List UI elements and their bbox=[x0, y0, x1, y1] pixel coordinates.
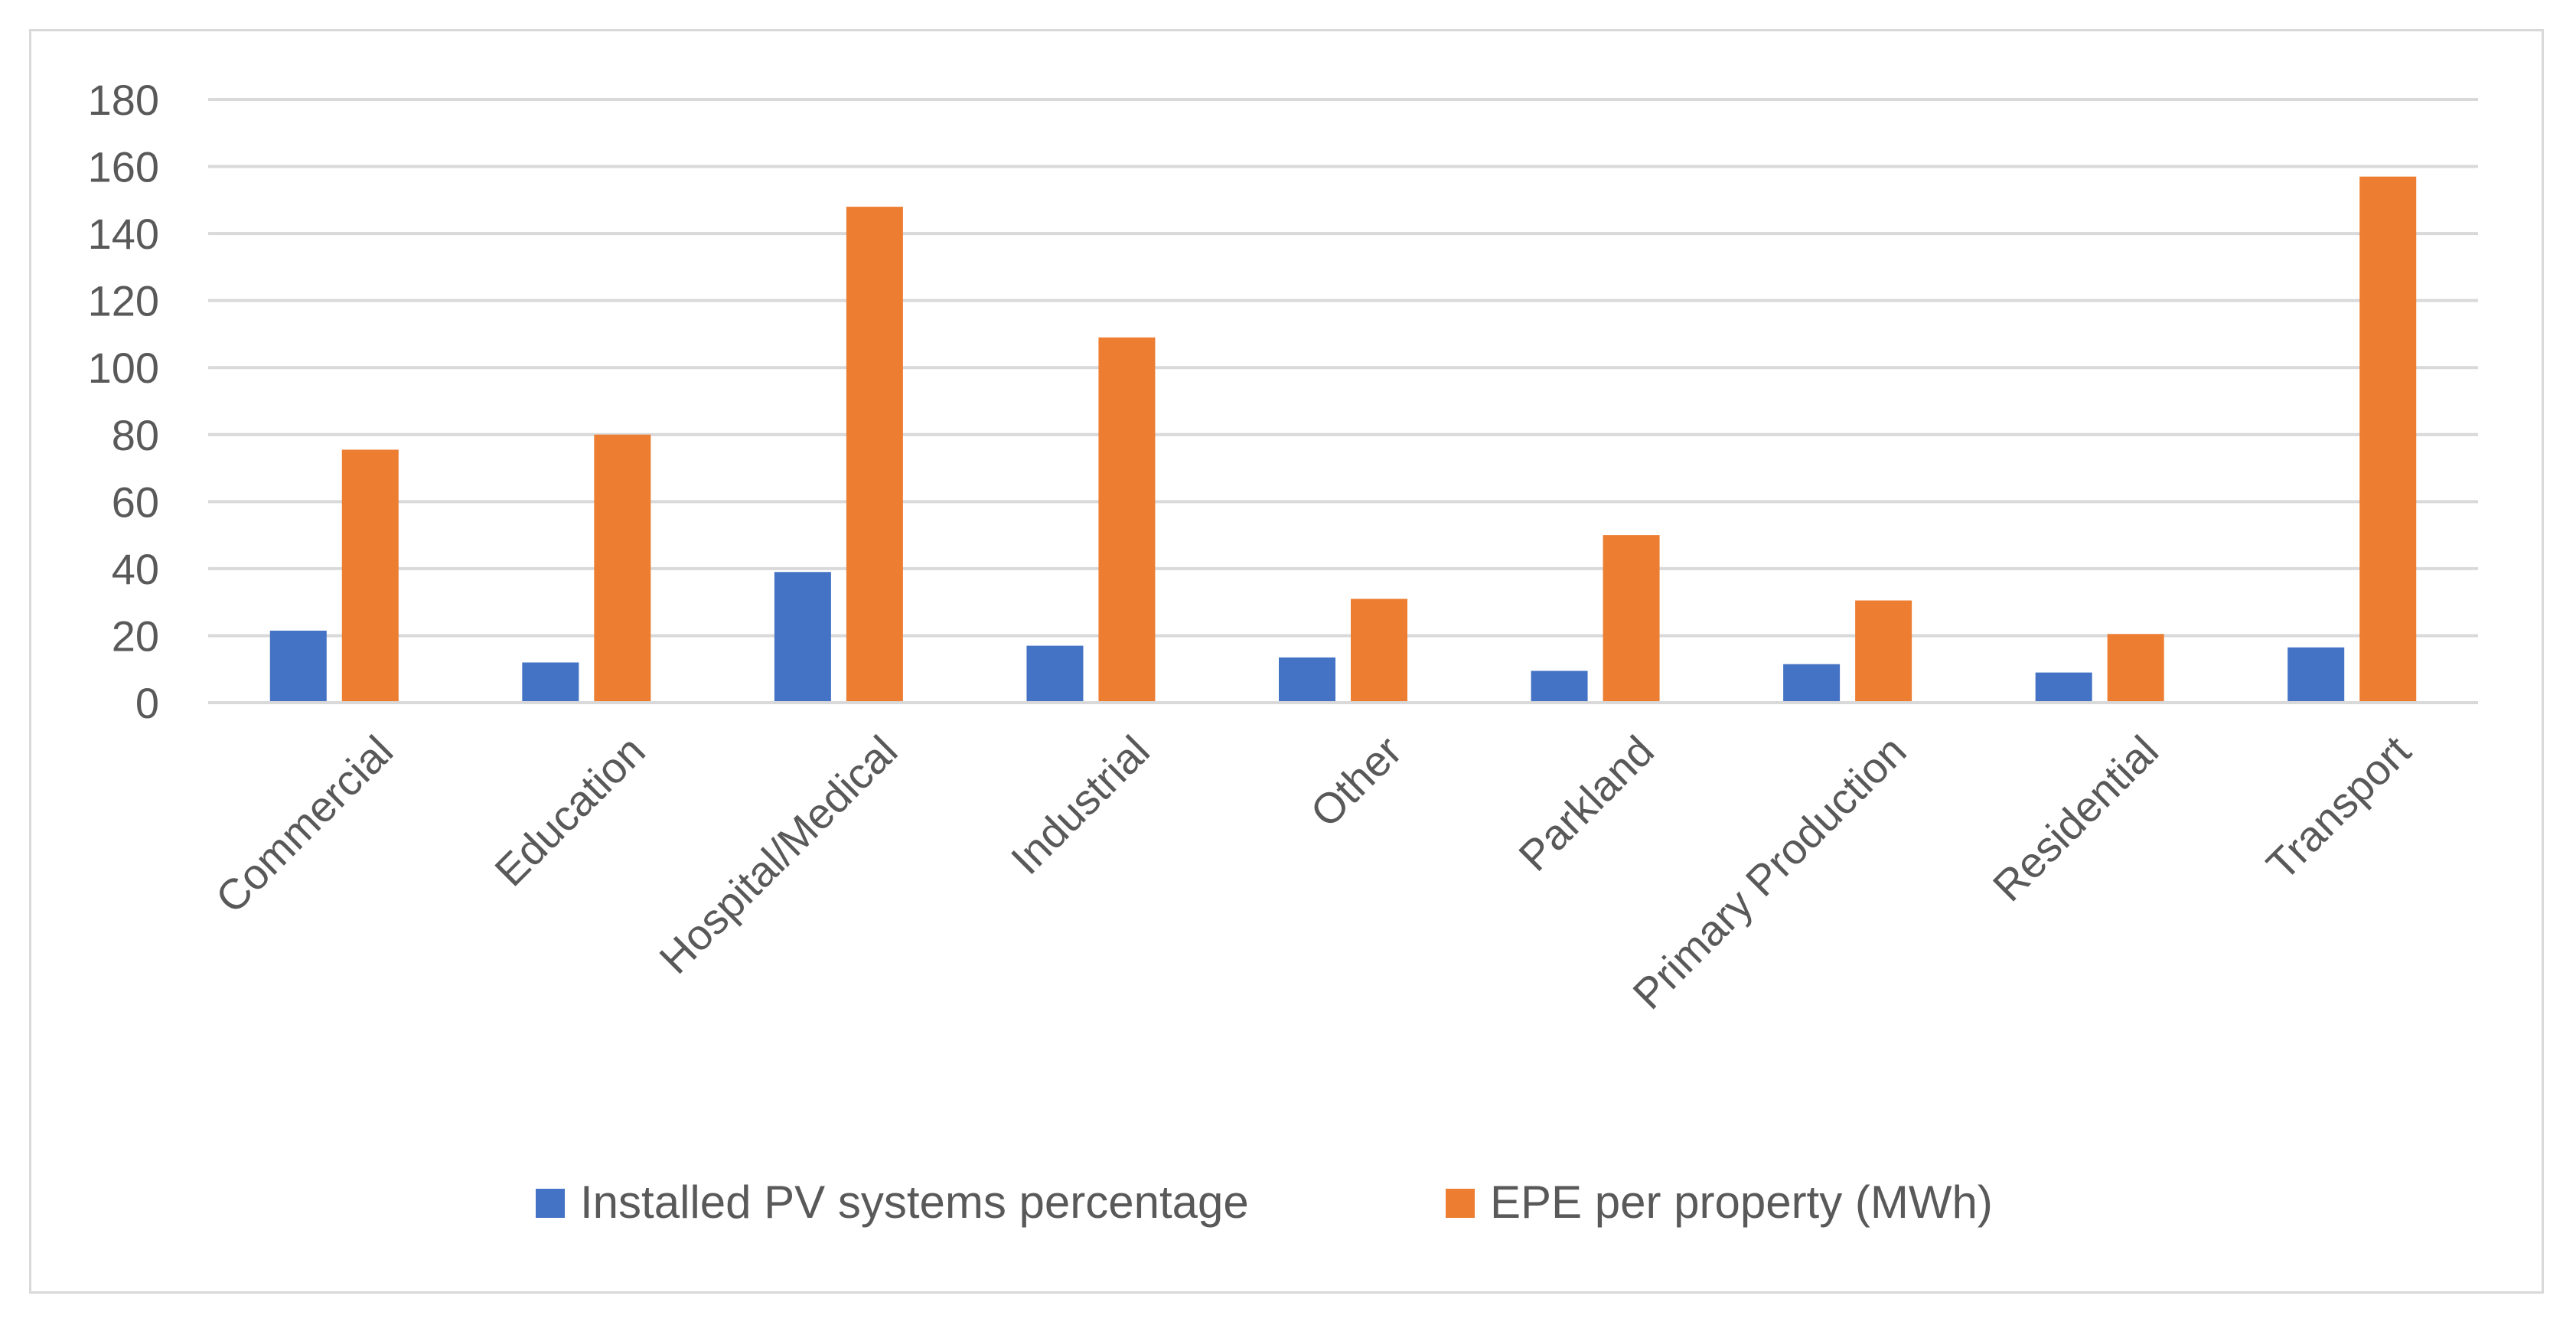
bar-epe-per-property-mwh-other bbox=[1351, 599, 1407, 703]
y-tick-label-60: 60 bbox=[112, 478, 159, 526]
bar-epe-per-property-mwh-transport bbox=[2359, 176, 2417, 703]
y-axis-ticks: 0 20 40 60 80 100 120 140 160 180 bbox=[88, 76, 159, 727]
bar-epe-per-property-mwh-residential bbox=[2107, 634, 2164, 703]
y-tick-label-0: 0 bbox=[135, 679, 159, 727]
y-tick-label-160: 160 bbox=[88, 143, 159, 191]
gridlines bbox=[208, 98, 2478, 704]
bar-installed-pv-systems-percentage-parkland bbox=[1531, 671, 1588, 703]
y-tick-label-20: 20 bbox=[112, 612, 159, 660]
bar-epe-per-property-mwh-primary-production bbox=[1855, 600, 1912, 703]
x-category-label-hospital-medical: Hospital/Medical bbox=[650, 726, 906, 983]
legend-label-installed-pv-systems-percentage: Installed PV systems percentage bbox=[580, 1177, 1249, 1228]
x-category-label-parkland: Parkland bbox=[1509, 726, 1663, 880]
bar-epe-per-property-mwh-education bbox=[594, 434, 651, 703]
x-category-label-education: Education bbox=[485, 726, 654, 896]
legend-label-epe-per-property-mwh: EPE per property (MWh) bbox=[1490, 1177, 1993, 1228]
bar-installed-pv-systems-percentage-primary-production bbox=[1783, 664, 1841, 703]
y-tick-label-40: 40 bbox=[112, 545, 159, 593]
bar-installed-pv-systems-percentage-other bbox=[1279, 657, 1335, 703]
y-tick-label-120: 120 bbox=[88, 277, 159, 325]
y-tick-label-100: 100 bbox=[88, 344, 159, 392]
bar-installed-pv-systems-percentage-residential bbox=[2035, 672, 2092, 703]
y-tick-label-80: 80 bbox=[112, 411, 159, 459]
bar-installed-pv-systems-percentage-industrial bbox=[1026, 645, 1084, 703]
bar-installed-pv-systems-percentage-education bbox=[522, 662, 579, 703]
bar-epe-per-property-mwh-parkland bbox=[1603, 535, 1660, 703]
bar-installed-pv-systems-percentage-commercial bbox=[269, 630, 327, 703]
bar-epe-per-property-mwh-industrial bbox=[1098, 337, 1156, 703]
x-category-label-primary-production: Primary Production bbox=[1623, 726, 1915, 1018]
y-tick-label-180: 180 bbox=[88, 76, 159, 124]
x-category-label-transport: Transport bbox=[2257, 726, 2420, 889]
x-category-label-other: Other bbox=[1301, 726, 1411, 837]
x-category-label-commercial: Commercial bbox=[207, 726, 403, 922]
x-category-label-industrial: Industrial bbox=[1002, 726, 1159, 883]
bar-installed-pv-systems-percentage-transport bbox=[2287, 647, 2345, 703]
legend-swatch-epe-per-property-mwh bbox=[1446, 1189, 1475, 1218]
bar-epe-per-property-mwh-commercial bbox=[341, 449, 399, 703]
bar-epe-per-property-mwh-hospital-medical bbox=[846, 207, 903, 703]
bars bbox=[269, 176, 2417, 703]
bar-installed-pv-systems-percentage-hospital-medical bbox=[774, 572, 831, 703]
x-category-label-residential: Residential bbox=[1984, 726, 2167, 910]
y-tick-label-140: 140 bbox=[88, 210, 159, 258]
legend-swatch-installed-pv-systems-percentage bbox=[536, 1189, 565, 1218]
legend: Installed PV systems percentage EPE per p… bbox=[536, 1177, 1993, 1228]
